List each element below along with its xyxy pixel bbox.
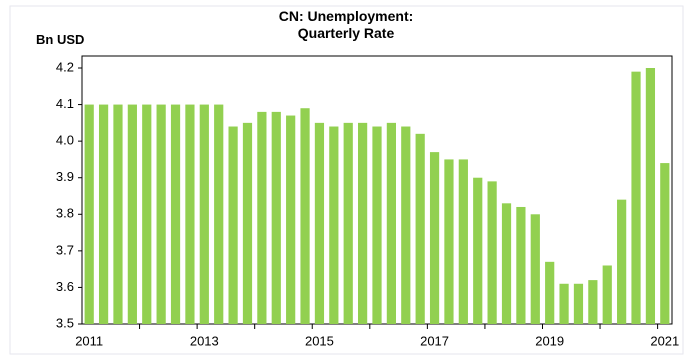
bar [113,104,123,324]
x-tick-label: 2017 [420,333,449,348]
bar [300,108,310,324]
bar [228,126,238,324]
bar [645,68,656,324]
y-tick-label: 3.5 [56,315,74,330]
bar [588,280,598,324]
bar [415,133,425,324]
x-tick-label: 2015 [305,333,334,348]
y-tick-label: 3.7 [56,242,74,257]
bar [559,283,569,324]
bar [573,283,584,324]
bar [358,122,368,324]
bar [530,214,540,324]
bar [142,104,152,324]
bar [329,126,339,324]
bar [372,126,382,324]
y-tick-label: 3.6 [56,279,74,294]
x-tick-label: 2021 [650,333,679,348]
bar [199,104,209,324]
bar [127,104,137,324]
bar [98,104,109,324]
y-axis-label: Bn USD [36,32,85,47]
bar [214,104,224,324]
bar [617,199,627,324]
bar [242,122,253,324]
y-tick-label: 3.8 [56,206,74,221]
bar [516,206,526,324]
y-tick-label: 4.1 [56,96,74,111]
bar [444,159,454,324]
bar [271,111,281,324]
x-tick-label: 2013 [190,333,219,348]
bar [84,104,94,324]
chart-title: CN: Unemployment: Quarterly Rate [278,8,414,41]
bar [170,104,181,324]
y-tick-label: 4.0 [56,133,74,148]
bar [501,203,512,324]
bar [386,122,396,324]
bar [257,111,267,324]
bar [473,177,483,324]
bar [185,104,195,324]
bar [660,163,670,324]
bar [545,261,555,324]
bar [429,152,440,324]
y-tick-label: 4.2 [56,59,74,74]
y-tick-label: 3.9 [56,169,74,184]
bar [156,104,166,324]
x-tick-label: 2011 [75,333,103,348]
bar [314,122,325,324]
bar [631,71,641,325]
bar [401,126,411,324]
bar [343,122,353,324]
bar [487,181,497,324]
bar [458,159,468,324]
bar [602,265,612,324]
x-tick-label: 2019 [535,333,564,348]
bar [286,115,296,325]
outer-frame [9,5,684,355]
